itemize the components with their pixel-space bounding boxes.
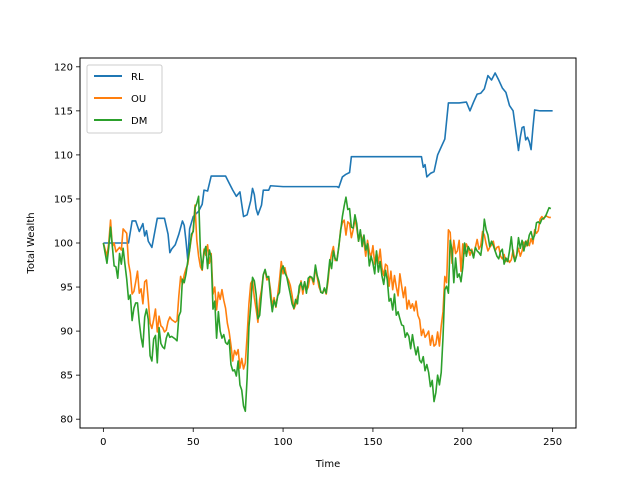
y-axis-label: Total Wealth xyxy=(26,212,37,274)
legend-label-rl: RL xyxy=(131,72,144,83)
x-tick-label: 100 xyxy=(274,437,293,448)
x-tick-label: 250 xyxy=(543,437,562,448)
series-layer xyxy=(102,72,553,413)
x-tick-label: 150 xyxy=(363,437,382,448)
series-line-dm xyxy=(102,195,552,413)
legend-box xyxy=(86,64,163,134)
y-tick-label: 120 xyxy=(54,62,73,73)
x-axis-label: Time xyxy=(315,459,340,470)
y-tick-label: 105 xyxy=(54,194,73,205)
y-tick-label: 85 xyxy=(60,371,73,382)
y-tick-label: 100 xyxy=(54,239,73,250)
y-tick-label: 110 xyxy=(54,150,73,161)
y-tick-label: 95 xyxy=(60,283,73,294)
x-tick-label: 0 xyxy=(100,437,106,448)
y-tick-label: 115 xyxy=(54,106,73,117)
legend-label-ou: OU xyxy=(131,94,146,105)
x-tick-label: 50 xyxy=(187,437,200,448)
x-axis-ticks: 0 50 100 150 200 250 xyxy=(100,428,562,448)
legend-label-dm: DM xyxy=(131,116,147,127)
plot-area xyxy=(79,57,577,429)
x-tick-label: 200 xyxy=(453,437,472,448)
series-line-ou xyxy=(102,204,551,370)
y-tick-label: 80 xyxy=(60,415,73,426)
y-axis-ticks: 80 85 90 95 100 105 110 115 120 xyxy=(54,62,80,426)
series-line-rl xyxy=(103,72,553,262)
legend: RL OU DM xyxy=(86,64,163,134)
y-tick-label: 90 xyxy=(60,327,73,338)
